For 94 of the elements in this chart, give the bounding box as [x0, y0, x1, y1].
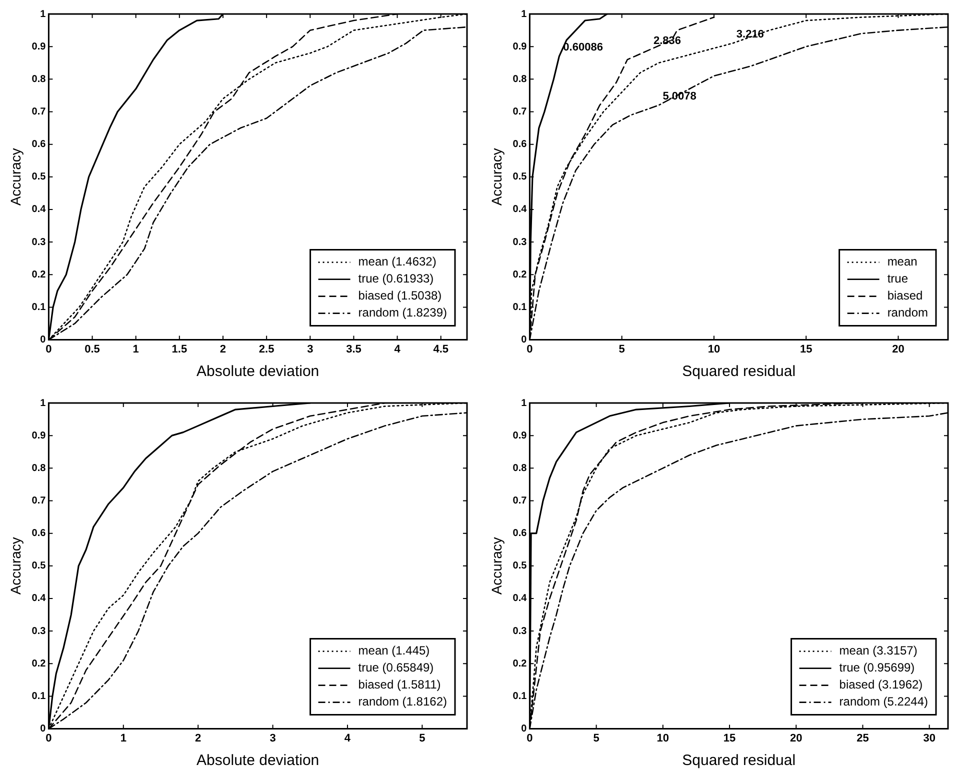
x-tick-label: 4 — [394, 343, 402, 356]
y-tick-label: 0.6 — [32, 528, 46, 540]
legend-label: random (5.2244) — [839, 694, 928, 709]
legend-label: mean (1.4632) — [358, 254, 436, 269]
y-tick-label: 0.4 — [32, 593, 46, 604]
x-tick-label: 20 — [892, 343, 904, 356]
y-tick-label: 0.3 — [512, 236, 528, 248]
legend-label: biased (3.1962) — [839, 678, 923, 692]
y-tick-label: 0.5 — [32, 172, 46, 183]
x-tick-label: 5 — [419, 732, 426, 744]
y-axis-title: Accuracy — [488, 537, 504, 595]
y-axis-title: Accuracy — [7, 537, 24, 595]
legend-label: biased (1.5038) — [358, 288, 442, 303]
x-tick-label: 20 — [790, 732, 802, 744]
y-tick-label: 0.2 — [512, 269, 528, 280]
y-tick-label: 0 — [521, 724, 528, 735]
y-tick-label: 0.6 — [512, 139, 528, 150]
legend-label: random (1.8162) — [358, 694, 448, 709]
x-tick-label: 15 — [800, 343, 812, 356]
legend-label: true (0.65849) — [358, 660, 434, 675]
x-tick-label: 30 — [923, 732, 936, 744]
annotation: 0.60086 — [563, 41, 603, 54]
x-axis-title: Squared residual — [682, 363, 796, 380]
x-axis-title: Absolute deviation — [196, 363, 320, 380]
legend-label: random (1.8239) — [358, 306, 448, 320]
y-tick-label: 0 — [40, 724, 46, 735]
y-tick-label: 0.4 — [512, 593, 528, 604]
y-tick-label: 0 — [40, 334, 46, 346]
x-tick-label: 1 — [120, 732, 126, 744]
legend-label: biased (1.5811) — [358, 678, 441, 692]
x-tick-label: 25 — [856, 732, 869, 744]
y-tick-label: 0.5 — [512, 172, 528, 183]
y-tick-label: 0.2 — [32, 269, 46, 280]
y-tick-label: 0.8 — [512, 74, 528, 85]
x-tick-label: 3 — [270, 732, 276, 744]
y-tick-label: 1 — [521, 8, 528, 20]
y-tick-label: 0.7 — [32, 495, 46, 506]
x-tick-label: 4.5 — [433, 343, 449, 356]
y-tick-label: 0.5 — [32, 560, 46, 572]
x-tick-label: 2 — [220, 343, 226, 356]
legend-label: random — [887, 306, 928, 320]
y-tick-label: 0.3 — [32, 236, 46, 248]
y-tick-label: 0.9 — [512, 41, 528, 52]
y-tick-label: 0.1 — [512, 690, 528, 702]
x-tick-label: 2 — [195, 732, 202, 744]
y-tick-label: 0.3 — [512, 626, 528, 637]
x-tick-label: 3.5 — [346, 343, 362, 356]
y-tick-label: 0.8 — [32, 462, 46, 474]
x-tick-label: 5 — [618, 343, 625, 356]
legend-label: mean (3.3157) — [839, 644, 918, 658]
y-tick-label: 0.2 — [512, 658, 528, 670]
x-tick-label: 10 — [708, 343, 720, 356]
x-tick-label: 10 — [656, 732, 670, 744]
y-tick-label: 0.5 — [512, 560, 528, 572]
legend-label: true (0.95699) — [839, 660, 915, 675]
x-tick-label: 1 — [132, 343, 139, 356]
y-tick-label: 0.9 — [512, 430, 528, 442]
y-axis-title: Accuracy — [488, 148, 504, 206]
x-tick-label: 0.5 — [84, 343, 100, 356]
legend-label: mean — [887, 254, 918, 269]
y-tick-label: 0.6 — [32, 139, 46, 150]
y-tick-label: 0.1 — [32, 690, 46, 702]
y-tick-label: 0.8 — [32, 74, 46, 85]
y-axis-title: Accuracy — [7, 148, 24, 206]
y-tick-label: 0.6 — [512, 528, 528, 540]
y-tick-label: 1 — [40, 398, 46, 409]
y-tick-label: 0.9 — [32, 430, 46, 442]
legend-label: mean (1.445) — [358, 644, 430, 658]
y-tick-label: 0.1 — [512, 302, 528, 313]
y-tick-label: 0 — [521, 334, 528, 346]
y-tick-label: 0.7 — [32, 106, 46, 118]
x-tick-label: 1.5 — [172, 343, 188, 356]
annotation: 2.836 — [653, 34, 682, 47]
x-axis-title: Absolute deviation — [196, 752, 320, 770]
legend-label: true (0.61933) — [358, 272, 434, 286]
x-tick-label: 15 — [723, 732, 736, 744]
legend-label: biased — [887, 288, 923, 303]
y-tick-label: 0.1 — [32, 302, 46, 313]
y-tick-label: 0.8 — [512, 462, 528, 474]
x-axis-title: Squared residual — [682, 752, 796, 770]
legend-label: true — [887, 272, 908, 286]
y-tick-label: 0.3 — [32, 626, 46, 637]
x-tick-label: 4 — [344, 732, 352, 744]
y-tick-label: 0.4 — [512, 204, 528, 216]
y-tick-label: 0.2 — [32, 658, 46, 670]
x-tick-label: 5 — [593, 732, 600, 744]
y-tick-label: 1 — [40, 8, 46, 20]
y-tick-label: 0.9 — [32, 41, 46, 52]
x-tick-label: 3 — [307, 343, 314, 356]
y-tick-label: 1 — [521, 398, 528, 409]
x-tick-label: 2.5 — [258, 343, 274, 356]
y-tick-label: 0.7 — [512, 106, 528, 118]
y-tick-label: 0.4 — [32, 204, 46, 216]
y-tick-label: 0.7 — [512, 495, 528, 506]
